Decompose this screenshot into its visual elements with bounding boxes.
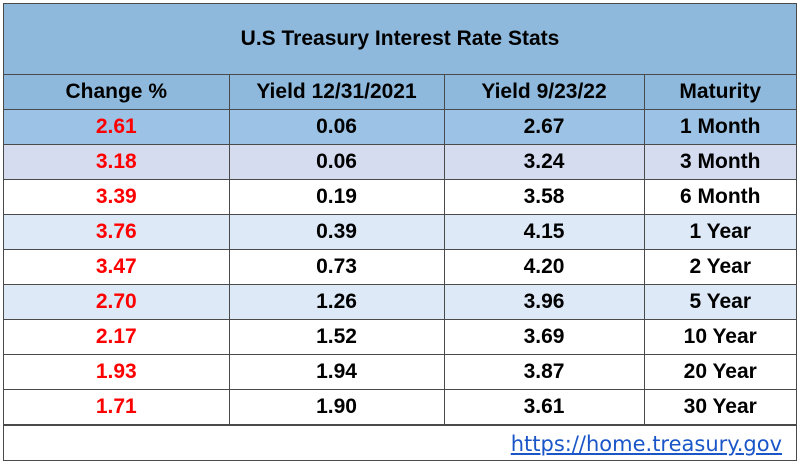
maturity-cell: 30 Year	[643, 389, 796, 425]
treasury-table-panel: U.S Treasury Interest Rate Stats Change …	[3, 3, 797, 461]
yield-2022-cell: 4.15	[443, 214, 645, 250]
header-yield-2021: Yield 12/31/2021	[228, 75, 445, 110]
maturity-cell: 2 Year	[643, 249, 796, 285]
yield-2021-cell: 1.52	[228, 319, 445, 355]
table-footer: https://home.treasury.gov	[4, 425, 796, 462]
table-row: 1.93 1.94 3.87 20 Year	[4, 354, 796, 390]
table-row: 2.17 1.52 3.69 10 Year	[4, 319, 796, 355]
yield-2022-cell: 3.69	[443, 319, 645, 355]
header-change: Change %	[4, 75, 230, 110]
change-cell: 2.17	[4, 319, 230, 355]
yield-2022-cell: 3.24	[443, 144, 645, 180]
change-cell: 2.61	[4, 109, 230, 145]
yield-2022-cell: 3.61	[443, 389, 645, 425]
yield-2021-cell: 0.06	[228, 144, 445, 180]
yield-2021-cell: 1.26	[228, 284, 445, 320]
yield-2021-cell: 0.39	[228, 214, 445, 250]
change-cell: 3.39	[4, 179, 230, 215]
maturity-cell: 1 Year	[643, 214, 796, 250]
table-row: 3.47 0.73 4.20 2 Year	[4, 249, 796, 285]
rates-table: Change % Yield 12/31/2021 Yield 9/23/22 …	[4, 75, 796, 425]
table-row: 3.39 0.19 3.58 6 Month	[4, 179, 796, 215]
yield-2022-cell: 4.20	[443, 249, 645, 285]
table-title: U.S Treasury Interest Rate Stats	[4, 4, 796, 75]
change-cell: 3.18	[4, 144, 230, 180]
maturity-cell: 6 Month	[643, 179, 796, 215]
table-row: 2.61 0.06 2.67 1 Month	[4, 109, 796, 145]
header-row: Change % Yield 12/31/2021 Yield 9/23/22 …	[4, 75, 796, 110]
yield-2022-cell: 3.96	[443, 284, 645, 320]
yield-2022-cell: 3.87	[443, 354, 645, 390]
maturity-cell: 1 Month	[643, 109, 796, 145]
table-row: 1.71 1.90 3.61 30 Year	[4, 389, 796, 425]
table-row: 3.76 0.39 4.15 1 Year	[4, 214, 796, 250]
header-yield-2022: Yield 9/23/22	[443, 75, 645, 110]
yield-2021-cell: 0.06	[228, 109, 445, 145]
yield-2021-cell: 0.19	[228, 179, 445, 215]
yield-2022-cell: 2.67	[443, 109, 645, 145]
yield-2021-cell: 0.73	[228, 249, 445, 285]
change-cell: 2.70	[4, 284, 230, 320]
yield-2021-cell: 1.90	[228, 389, 445, 425]
change-cell: 3.76	[4, 214, 230, 250]
maturity-cell: 5 Year	[643, 284, 796, 320]
table-row: 3.18 0.06 3.24 3 Month	[4, 144, 796, 180]
maturity-cell: 20 Year	[643, 354, 796, 390]
table-row: 2.70 1.26 3.96 5 Year	[4, 284, 796, 320]
yield-2022-cell: 3.58	[443, 179, 645, 215]
maturity-cell: 3 Month	[643, 144, 796, 180]
change-cell: 1.93	[4, 354, 230, 390]
change-cell: 3.47	[4, 249, 230, 285]
change-cell: 1.71	[4, 389, 230, 425]
maturity-cell: 10 Year	[643, 319, 796, 355]
header-maturity: Maturity	[643, 75, 796, 110]
yield-2021-cell: 1.94	[228, 354, 445, 390]
treasury-link[interactable]: https://home.treasury.gov	[510, 432, 782, 456]
